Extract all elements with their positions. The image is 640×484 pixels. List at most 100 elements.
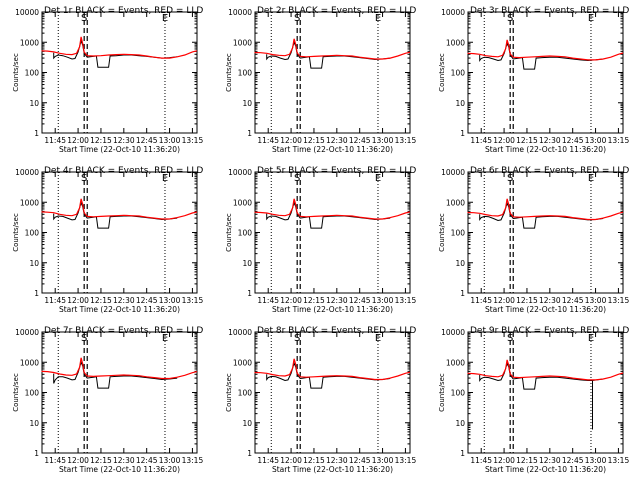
panel-title: Det 3r BLACK = Events, RED = LLD bbox=[470, 6, 629, 16]
panel-title: Det 1r BLACK = Events, RED = LLD bbox=[44, 6, 203, 16]
y-axis-label: Counts/sec bbox=[225, 213, 233, 252]
x-tick-label: 12:30 bbox=[539, 456, 561, 465]
y-tick-label: 10000 bbox=[15, 328, 39, 337]
x-tick-label: 11:45 bbox=[257, 136, 279, 145]
x-tick-label: 12:00 bbox=[493, 136, 515, 145]
plot-frame bbox=[254, 11, 411, 134]
x-tick-label: 12:45 bbox=[136, 296, 158, 305]
series-line-lld bbox=[467, 39, 624, 61]
panel-title: Det 6r BLACK = Events, RED = LLD bbox=[470, 166, 629, 176]
x-tick-label: 11:45 bbox=[44, 296, 66, 305]
x-tick-label: 12:15 bbox=[303, 456, 325, 465]
detector-panel-3: Det 3r BLACK = Events, RED = LLD 1 10 100 10… bbox=[438, 6, 629, 154]
y-tick-label: 100 bbox=[451, 389, 466, 398]
x-tick-label: 11:45 bbox=[470, 296, 492, 305]
x-tick-label: 12:30 bbox=[113, 456, 135, 465]
time-marker-label: S bbox=[294, 173, 300, 184]
y-tick-label: 1000 bbox=[233, 198, 252, 207]
series-line-lld bbox=[467, 359, 624, 381]
plot-frame bbox=[467, 331, 624, 454]
y-tick-label: 10 bbox=[455, 259, 465, 268]
series-line-events bbox=[479, 362, 604, 430]
time-marker-label: E bbox=[162, 173, 168, 184]
x-tick-label: 12:15 bbox=[516, 296, 538, 305]
time-marker-label: E bbox=[375, 333, 381, 344]
y-tick-label: 1000 bbox=[446, 358, 465, 367]
plot-frame bbox=[41, 11, 198, 134]
x-axis-label: Start Time (22-Oct-10 11:36:20) bbox=[59, 305, 180, 314]
y-tick-label: 10000 bbox=[15, 8, 39, 17]
detector-panel-9: Det 9r BLACK = Events, RED = LLD 1 10 100 10… bbox=[438, 326, 629, 474]
x-tick-label: 12:00 bbox=[67, 456, 89, 465]
y-tick-label: 1000 bbox=[233, 38, 252, 47]
y-tick-label: 10 bbox=[455, 419, 465, 428]
y-tick-label: 1000 bbox=[20, 38, 39, 47]
y-tick-label: 1000 bbox=[20, 358, 39, 367]
y-tick-label: 10 bbox=[242, 99, 252, 108]
x-axis-label: Start Time (22-Oct-10 11:36:20) bbox=[485, 305, 606, 314]
x-tick-label: 13:00 bbox=[372, 136, 394, 145]
x-tick-label: 11:45 bbox=[257, 296, 279, 305]
detector-panel-7: Det 7r BLACK = Events, RED = LLD 1 10 100 10… bbox=[12, 326, 203, 474]
time-marker-label: S bbox=[507, 13, 513, 24]
y-tick-label: 10 bbox=[29, 419, 39, 428]
time-marker-label: S bbox=[81, 333, 87, 344]
series-line-events bbox=[53, 360, 178, 389]
plot-frame bbox=[254, 171, 411, 294]
x-tick-label: 12:00 bbox=[493, 456, 515, 465]
series-line-lld bbox=[254, 38, 411, 60]
y-axis-label: Counts/sec bbox=[12, 373, 20, 412]
time-marker-label: S bbox=[294, 13, 300, 24]
y-tick-label: 10 bbox=[242, 419, 252, 428]
y-tick-label: 1 bbox=[460, 129, 465, 138]
x-tick-label: 12:15 bbox=[303, 136, 325, 145]
series-line-events bbox=[266, 361, 391, 389]
x-tick-label: 12:45 bbox=[136, 456, 158, 465]
x-tick-label: 13:15 bbox=[395, 456, 417, 465]
x-tick-label: 12:30 bbox=[539, 136, 561, 145]
time-marker-label: E bbox=[588, 13, 594, 24]
y-tick-label: 10000 bbox=[441, 328, 465, 337]
y-axis-label: Counts/sec bbox=[438, 213, 446, 252]
y-tick-label: 100 bbox=[25, 229, 40, 238]
x-axis-label: Start Time (22-Oct-10 11:36:20) bbox=[59, 145, 180, 154]
y-tick-label: 100 bbox=[451, 69, 466, 78]
x-tick-label: 12:45 bbox=[136, 136, 158, 145]
x-tick-label: 13:00 bbox=[585, 296, 607, 305]
time-marker-label: E bbox=[588, 333, 594, 344]
y-tick-label: 100 bbox=[25, 389, 40, 398]
detector-panel-8: Det 8r BLACK = Events, RED = LLD 1 10 100 10… bbox=[225, 326, 416, 474]
x-tick-label: 12:45 bbox=[562, 296, 584, 305]
x-tick-label: 13:15 bbox=[395, 296, 417, 305]
time-marker-label: E bbox=[162, 333, 168, 344]
x-tick-label: 12:30 bbox=[326, 456, 348, 465]
series-line-lld bbox=[254, 358, 411, 381]
x-tick-label: 12:30 bbox=[113, 136, 135, 145]
y-tick-label: 1 bbox=[247, 129, 252, 138]
x-tick-label: 12:00 bbox=[493, 296, 515, 305]
plot-frame bbox=[41, 171, 198, 294]
y-tick-label: 10 bbox=[242, 259, 252, 268]
panel-title: Det 7r BLACK = Events, RED = LLD bbox=[44, 326, 203, 336]
x-tick-label: 13:15 bbox=[182, 456, 204, 465]
y-tick-label: 100 bbox=[25, 69, 40, 78]
x-tick-label: 13:15 bbox=[608, 456, 630, 465]
y-axis-label: Counts/sec bbox=[225, 53, 233, 92]
series-line-lld bbox=[41, 357, 198, 380]
series-line-lld bbox=[41, 36, 198, 59]
y-tick-label: 1 bbox=[34, 129, 39, 138]
x-tick-label: 12:00 bbox=[280, 456, 302, 465]
series-line-events bbox=[479, 201, 604, 229]
time-marker-label: S bbox=[507, 173, 513, 184]
x-tick-label: 11:45 bbox=[44, 136, 66, 145]
y-tick-label: 100 bbox=[238, 229, 253, 238]
y-tick-label: 1 bbox=[460, 289, 465, 298]
y-tick-label: 1000 bbox=[20, 198, 39, 207]
x-tick-label: 13:00 bbox=[585, 456, 607, 465]
y-tick-label: 1000 bbox=[446, 198, 465, 207]
x-tick-label: 11:45 bbox=[44, 456, 66, 465]
x-tick-label: 13:15 bbox=[608, 296, 630, 305]
time-marker-label: S bbox=[81, 173, 87, 184]
panel-title: Det 9r BLACK = Events, RED = LLD bbox=[470, 326, 629, 336]
x-tick-label: 12:30 bbox=[539, 296, 561, 305]
